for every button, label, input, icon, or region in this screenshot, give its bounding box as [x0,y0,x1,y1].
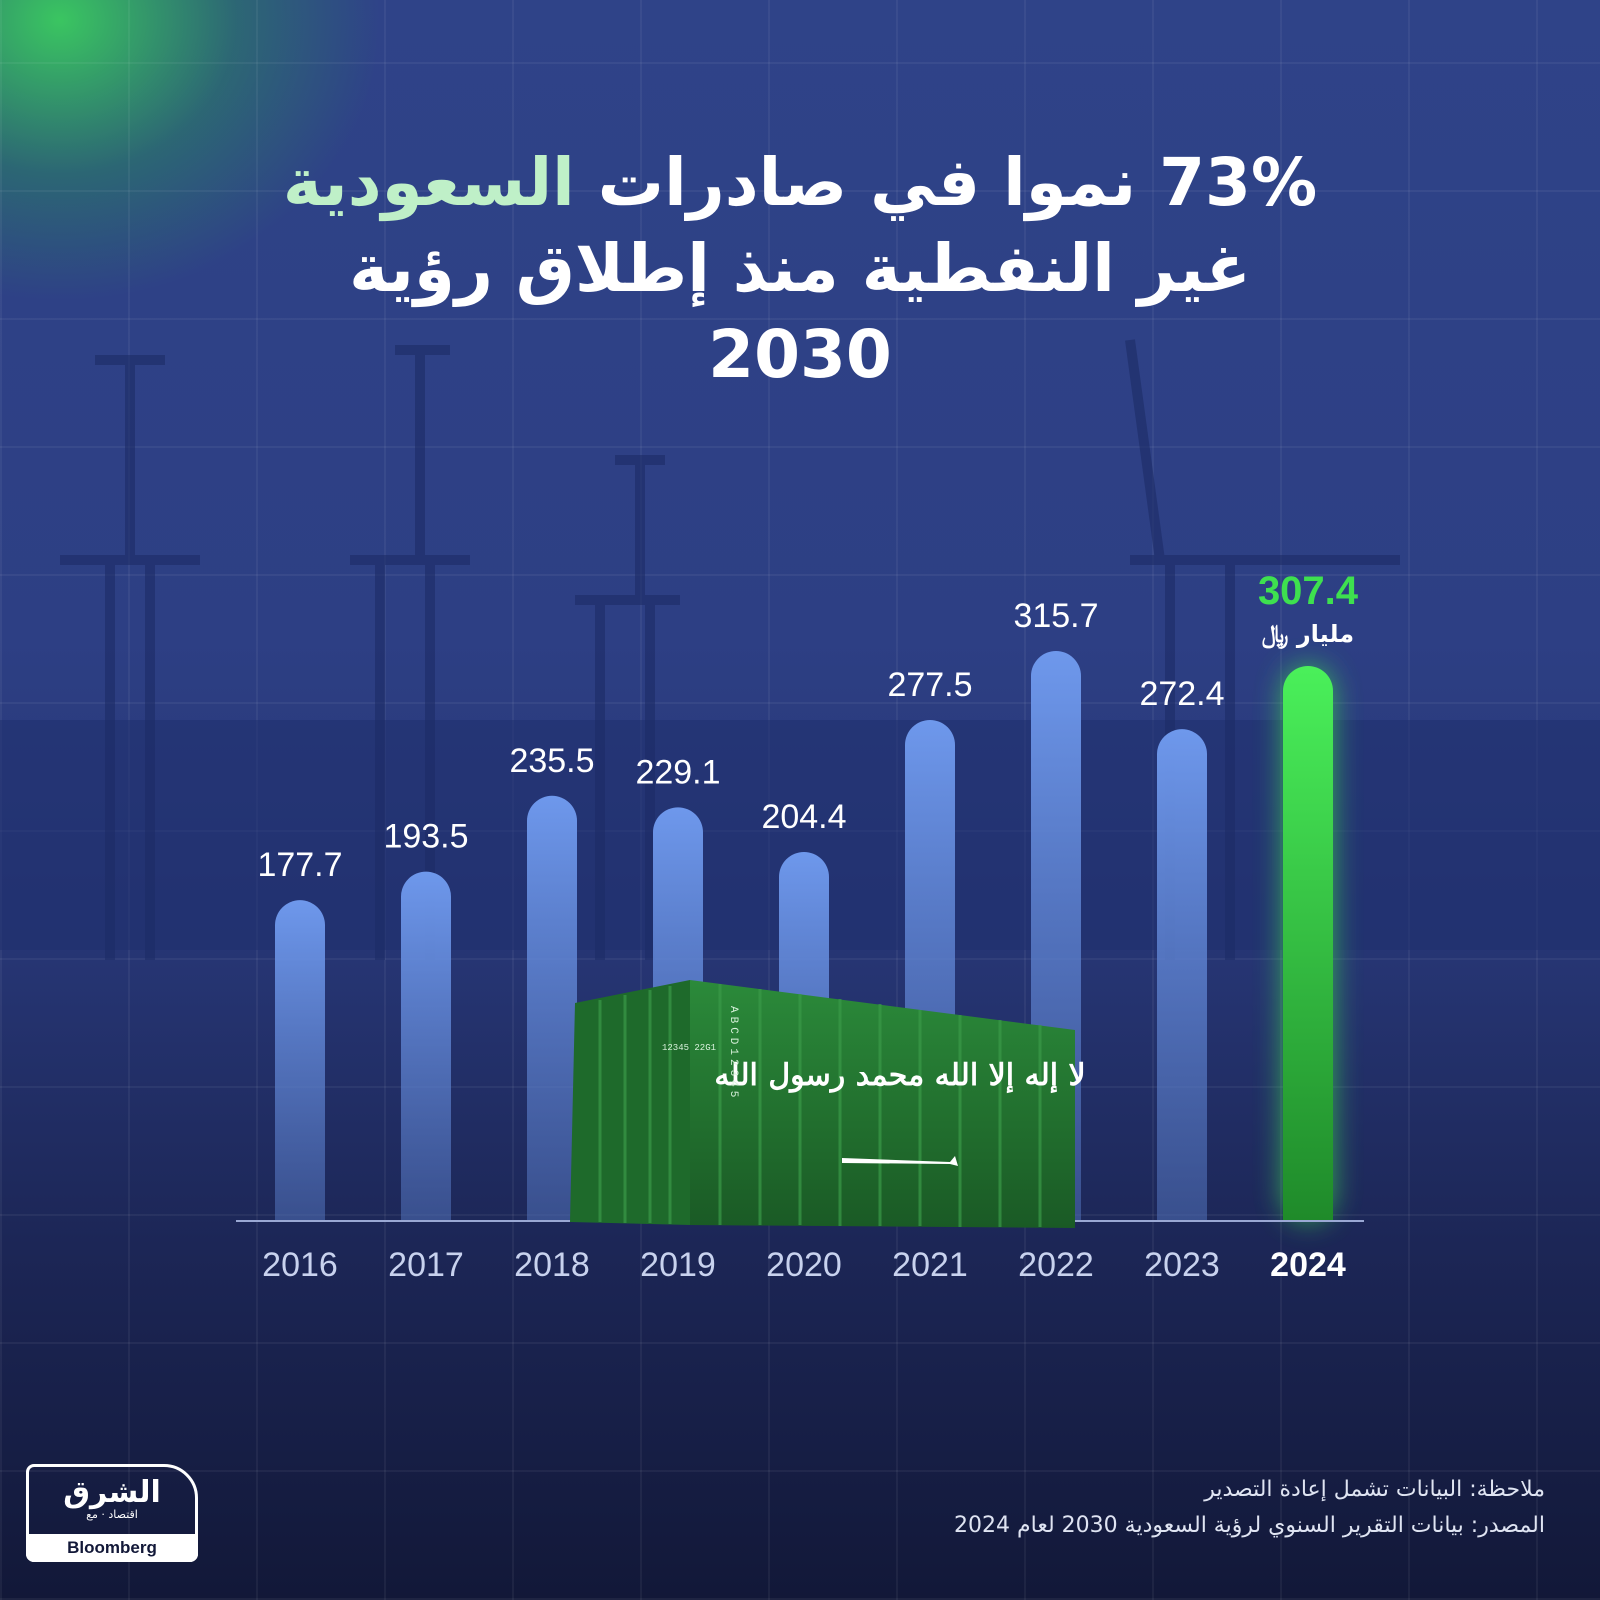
green-glow [0,0,380,300]
source-text: المصدر: بيانات التقرير السنوي لرؤية السع… [954,1513,1545,1538]
logo-arabic-sub: اقتصاد · مع [86,1508,138,1521]
value-label-2021: 277.5 [887,666,972,704]
value-label-2017: 193.5 [383,818,468,856]
x-tick-2023: 2023 [1144,1246,1220,1284]
x-tick-2024: 2024 [1270,1246,1346,1284]
container-door-code: 12345 22G1 [662,1043,716,1053]
x-tick-2018: 2018 [514,1246,590,1284]
value-label-2016: 177.7 [257,846,342,884]
sword-icon [842,1156,958,1166]
bar-2024 [1283,665,1333,1221]
value-labels-group: 177.7 193.5 235.5 229.1 204.4 277.5 315.7 272.4… [257,569,1358,884]
bars-group [275,651,1333,1221]
unit-label: مليار ﷼ [1262,620,1354,649]
footnotes: ملاحظة: البيانات تشمل إعادة التصدير المص… [645,1472,1545,1544]
x-tick-2020: 2020 [766,1246,842,1284]
container-flag-text: لا إله إلا الله محمد رسول الله [714,1058,1085,1094]
bar-2016 [275,900,325,1221]
x-tick-2016: 2016 [262,1246,338,1284]
value-label-2024: 307.4 [1258,569,1359,613]
value-label-2022: 315.7 [1013,597,1098,635]
asharq-bloomberg-logo: الشرق اقتصاد · مع Bloomberg [26,1464,198,1562]
value-label-2019: 229.1 [635,753,720,791]
bar-2018 [527,795,577,1221]
note-text: ملاحظة: البيانات تشمل إعادة التصدير [1204,1477,1545,1502]
x-tick-2017: 2017 [388,1246,464,1284]
title-part-2: غير النفطية منذ إطلاق رؤية [349,230,1251,307]
x-tick-labels-group: 2016 2017 2018 2019 2020 2021 2022 2023 2024 [262,1246,1346,1284]
container-side-code: ABCD12345 [727,1006,739,1101]
value-label-2018: 235.5 [509,742,594,780]
x-tick-2022: 2022 [1018,1246,1094,1284]
x-tick-2019: 2019 [640,1246,716,1284]
shipping-container-illustration: لا إله إلا الله محمد رسول الله ABCD12345… [570,980,1086,1228]
x-tick-2021: 2021 [892,1246,968,1284]
title-part-3: 2030 [708,316,892,393]
chart-title: 73% نموا في صادرات السعودية غير النفطية … [200,140,1400,398]
bar-2017 [400,871,451,1221]
logo-english: Bloomberg [26,1534,198,1562]
title-part-1: 73% نموا في صادرات [574,144,1318,221]
value-label-2020: 204.4 [761,798,846,836]
bar-2023 [1157,729,1207,1221]
value-label-2023: 272.4 [1139,675,1224,713]
title-highlight-word: السعودية [282,144,575,221]
logo-arabic: الشرق [63,1475,161,1510]
